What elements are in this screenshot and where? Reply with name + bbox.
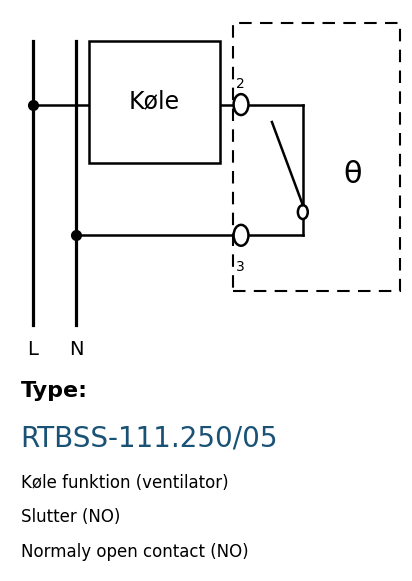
Circle shape — [298, 205, 308, 219]
Text: N: N — [69, 340, 84, 359]
Text: Køle: Køle — [129, 89, 180, 114]
Text: 2: 2 — [236, 77, 244, 91]
Bar — [89, 41, 220, 163]
Text: θ: θ — [343, 160, 361, 189]
Text: Normaly open contact (NO): Normaly open contact (NO) — [21, 543, 248, 561]
Text: Slutter (NO): Slutter (NO) — [21, 508, 120, 526]
Circle shape — [234, 94, 248, 115]
Bar — [233, 23, 400, 290]
Text: L: L — [28, 340, 38, 359]
Text: RTBSS-111.250/05: RTBSS-111.250/05 — [21, 424, 278, 452]
Text: Type:: Type: — [21, 381, 88, 400]
Text: 3: 3 — [236, 260, 244, 274]
Text: Køle funktion (ventilator): Køle funktion (ventilator) — [21, 474, 228, 492]
Circle shape — [234, 225, 248, 246]
